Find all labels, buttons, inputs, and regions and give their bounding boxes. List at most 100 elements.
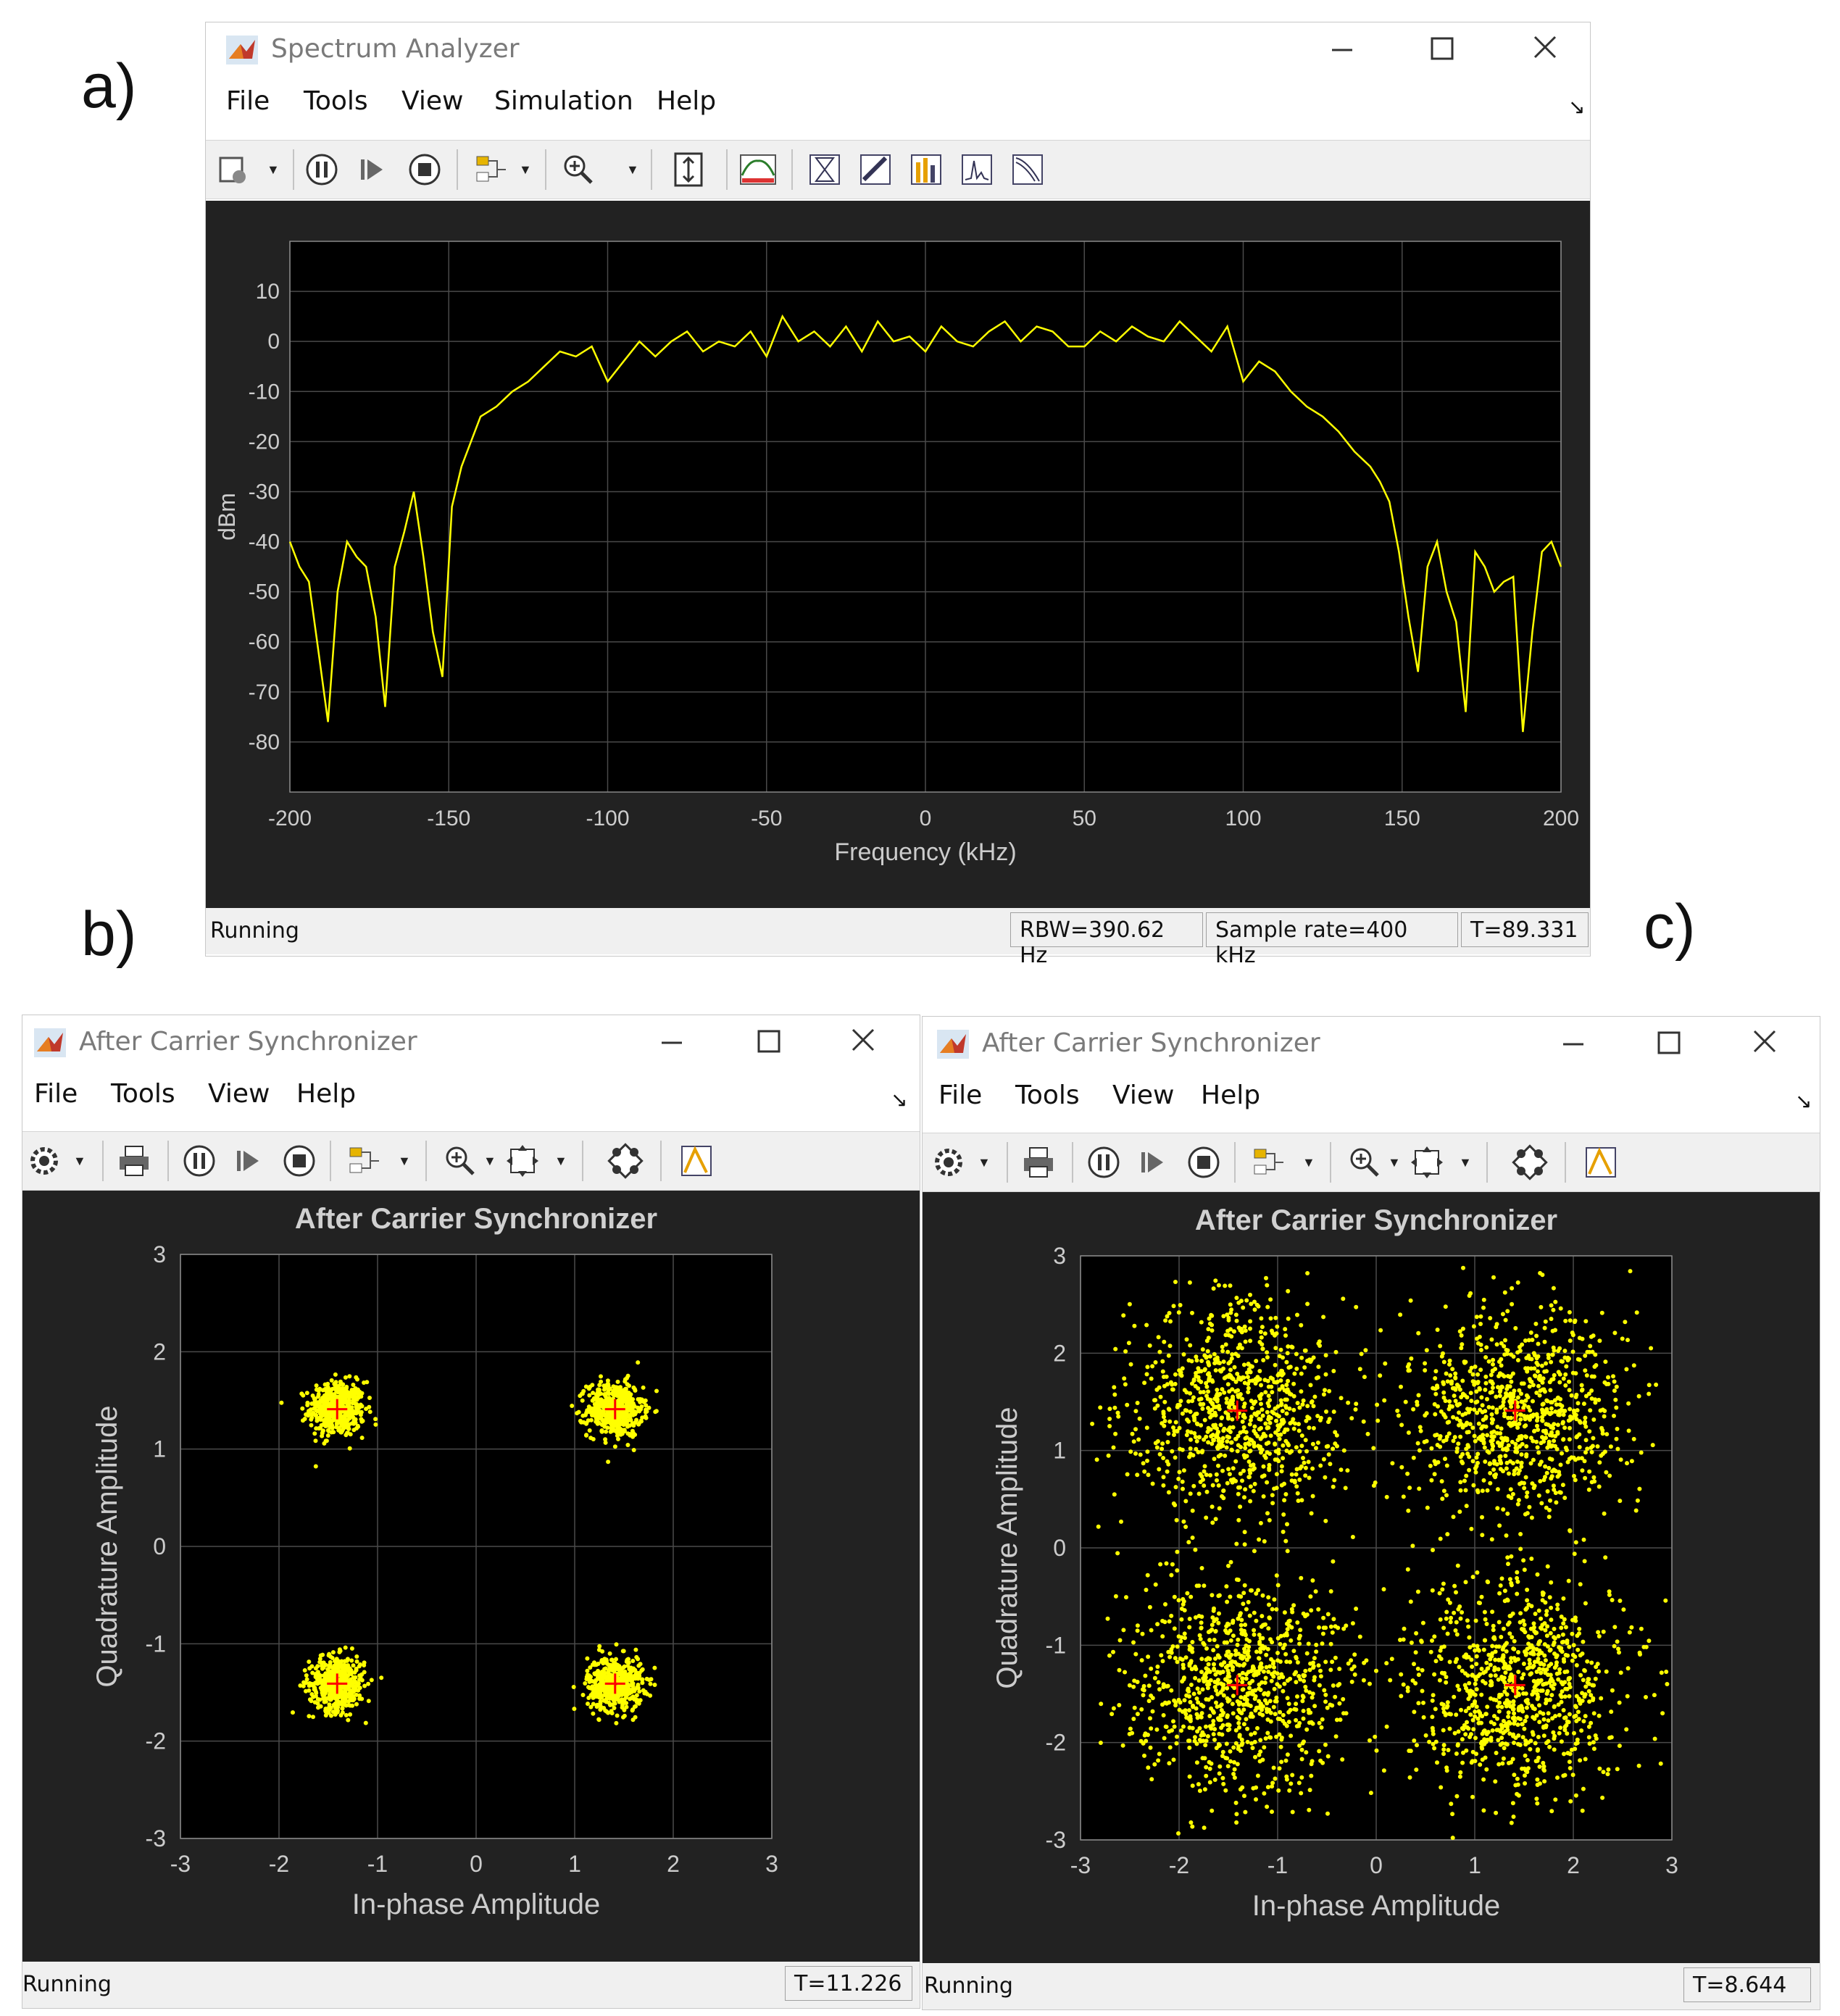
minimize-icon[interactable] — [650, 1021, 694, 1062]
menu-file[interactable]: File — [226, 86, 270, 116]
symbol-point — [1447, 1358, 1452, 1363]
menu-tools[interactable]: Tools — [111, 1079, 175, 1109]
title-bar[interactable]: Spectrum Analyzer — [206, 22, 1590, 73]
zoom-dropdown-icon[interactable]: ▼ — [483, 1154, 496, 1168]
menu-tools[interactable]: Tools — [1015, 1080, 1080, 1110]
symbol-point — [1542, 1339, 1547, 1344]
symbol-point — [1220, 1683, 1225, 1687]
symbol-point — [1407, 1362, 1412, 1367]
spectrum-analyzer-window: Spectrum Analyzer File Tools View Simula… — [205, 22, 1591, 968]
spectrum-settings-icon[interactable] — [739, 151, 777, 188]
gear-icon[interactable] — [25, 1142, 63, 1180]
print-icon[interactable] — [115, 1142, 153, 1180]
symbol-point — [1192, 1417, 1197, 1423]
y-tick-label: -3 — [1046, 1827, 1066, 1853]
symbol-point — [640, 1680, 645, 1686]
settings-dropdown-icon[interactable]: ▼ — [73, 1154, 86, 1168]
menu-help[interactable]: Help — [1201, 1080, 1261, 1110]
pause-icon[interactable] — [1085, 1144, 1123, 1181]
close-icon[interactable] — [1523, 28, 1567, 69]
fit-dropdown-icon[interactable]: ▼ — [1459, 1155, 1472, 1170]
stop-icon[interactable] — [280, 1142, 318, 1180]
symbol-point — [1528, 1366, 1533, 1371]
menu-help[interactable]: Help — [296, 1079, 357, 1109]
measurements-icon[interactable] — [1582, 1144, 1620, 1181]
symbol-point — [1267, 1462, 1272, 1467]
zoom-dropdown-icon[interactable]: ▼ — [626, 162, 639, 177]
gear-icon[interactable] — [930, 1144, 967, 1181]
step-forward-icon[interactable] — [230, 1142, 267, 1180]
menu-view[interactable]: View — [208, 1079, 270, 1109]
minimize-icon[interactable] — [1320, 28, 1364, 69]
highlight-block-icon[interactable] — [346, 1142, 383, 1180]
cursor-measurements-icon[interactable] — [806, 151, 844, 188]
symbol-point — [1265, 1350, 1270, 1355]
symbol-point — [1502, 1396, 1507, 1401]
pause-icon[interactable] — [180, 1142, 218, 1180]
settings-dropdown-icon[interactable]: ▼ — [267, 162, 280, 177]
symbol-point — [304, 1673, 309, 1678]
title-bar[interactable]: After Carrier Synchronizer — [22, 1015, 920, 1066]
symbol-point — [1204, 1657, 1209, 1662]
symbol-point — [1280, 1409, 1285, 1414]
peak-finder-icon[interactable] — [958, 151, 996, 188]
highlight-dropdown-icon[interactable]: ▼ — [398, 1154, 411, 1168]
zoom-in-icon[interactable] — [559, 151, 597, 188]
print-icon[interactable] — [1020, 1144, 1057, 1181]
stop-icon[interactable] — [406, 151, 444, 188]
highlight-dropdown-icon[interactable]: ▼ — [1302, 1155, 1315, 1170]
close-icon[interactable] — [1743, 1022, 1786, 1063]
symbol-point — [1190, 1783, 1195, 1788]
symbol-point — [615, 1433, 620, 1438]
highlight-block-icon[interactable] — [473, 151, 510, 188]
fit-to-view-icon[interactable] — [1408, 1144, 1446, 1181]
channel-measurements-icon[interactable] — [857, 151, 894, 188]
menu-view[interactable]: View — [401, 86, 464, 116]
zoom-in-icon[interactable] — [1346, 1144, 1383, 1181]
settings-dropdown-icon[interactable]: ▼ — [978, 1155, 991, 1170]
symbol-point — [599, 1379, 604, 1384]
highlight-block-icon[interactable] — [1250, 1144, 1288, 1181]
maximize-icon[interactable] — [1420, 28, 1464, 69]
scale-y-axis-icon[interactable] — [670, 151, 707, 188]
measurements-icon[interactable] — [678, 1142, 715, 1180]
symbol-point — [1207, 1682, 1212, 1687]
dock-arrow-icon[interactable]: ↘ — [891, 1088, 908, 1111]
symbol-point — [1190, 1640, 1195, 1644]
step-forward-icon[interactable] — [354, 151, 391, 188]
toolbar-separator — [1486, 1142, 1488, 1183]
zoom-in-icon[interactable] — [441, 1142, 479, 1180]
symbol-point — [616, 1386, 621, 1391]
zoom-dropdown-icon[interactable]: ▼ — [1388, 1155, 1401, 1170]
pause-icon[interactable] — [303, 151, 341, 188]
menu-simulation[interactable]: Simulation — [494, 86, 633, 116]
symbol-point — [1132, 1678, 1137, 1683]
fit-dropdown-icon[interactable]: ▼ — [554, 1154, 567, 1168]
stop-icon[interactable] — [1185, 1144, 1223, 1181]
symbol-point — [1111, 1445, 1116, 1450]
dock-arrow-icon[interactable]: ↘ — [1795, 1090, 1812, 1112]
symbol-point — [1454, 1449, 1460, 1454]
minimize-icon[interactable] — [1552, 1022, 1595, 1063]
reference-constellation-icon[interactable] — [1511, 1144, 1549, 1181]
symbol-point — [1270, 1390, 1275, 1395]
menu-file[interactable]: File — [938, 1080, 983, 1110]
menu-file[interactable]: File — [34, 1079, 78, 1109]
close-icon[interactable] — [841, 1021, 885, 1062]
highlight-dropdown-icon[interactable]: ▼ — [519, 162, 532, 177]
menu-help[interactable]: Help — [657, 86, 717, 116]
settings-icon[interactable] — [215, 151, 252, 188]
maximize-icon[interactable] — [747, 1021, 791, 1062]
fit-to-view-icon[interactable] — [504, 1142, 541, 1180]
symbol-point — [1523, 1434, 1528, 1439]
received-symbols — [279, 1360, 659, 1725]
dock-arrow-icon[interactable]: ↘ — [1568, 96, 1586, 118]
step-forward-icon[interactable] — [1134, 1144, 1172, 1181]
ccdf-measurements-icon[interactable] — [1009, 151, 1046, 188]
menu-tools[interactable]: Tools — [304, 86, 368, 116]
reference-constellation-icon[interactable] — [607, 1142, 644, 1180]
menu-view[interactable]: View — [1112, 1080, 1175, 1110]
maximize-icon[interactable] — [1647, 1022, 1691, 1063]
distortion-measurements-icon[interactable] — [907, 151, 945, 188]
title-bar[interactable]: After Carrier Synchronizer — [923, 1017, 1820, 1067]
